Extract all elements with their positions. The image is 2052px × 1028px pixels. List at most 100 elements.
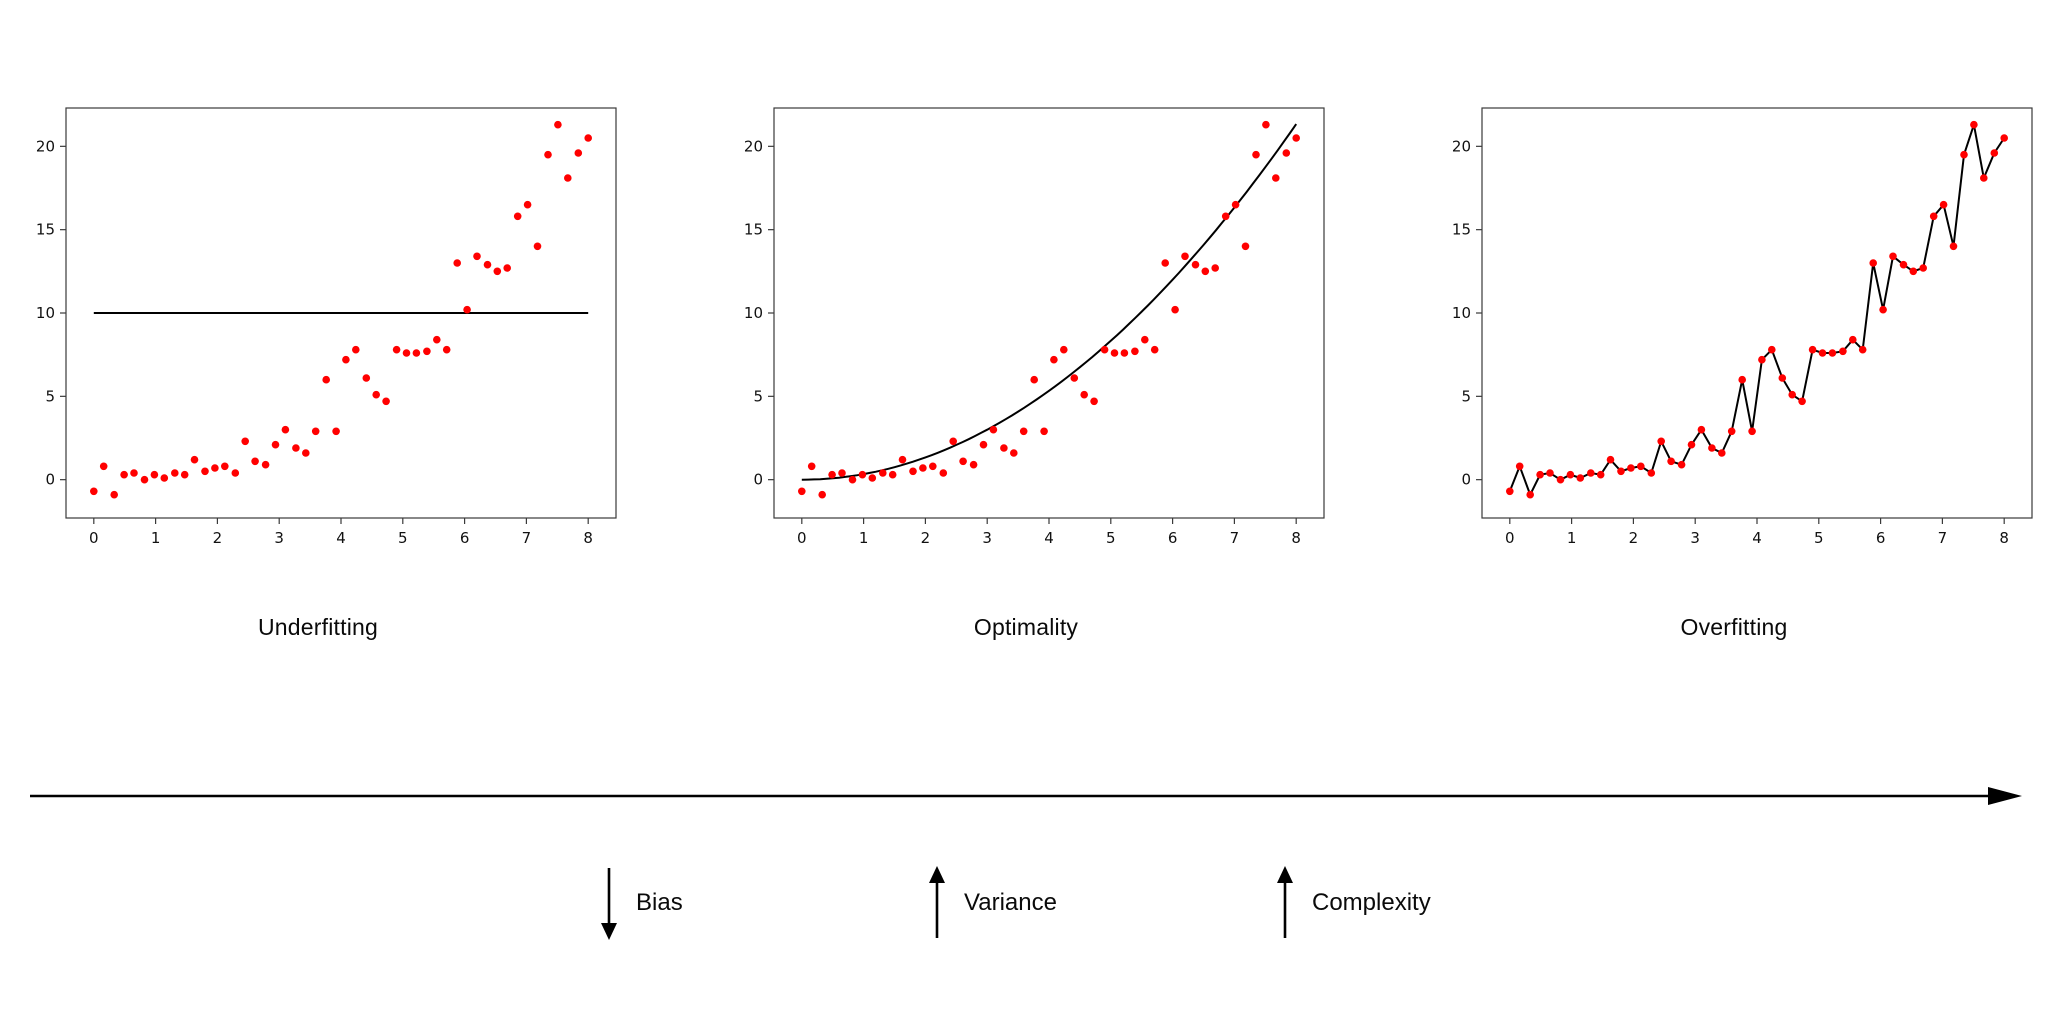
y-tick-label: 10 — [36, 304, 55, 322]
data-point — [1566, 470, 1575, 479]
x-tick-label: 6 — [1168, 529, 1178, 547]
data-point — [1869, 259, 1877, 267]
y-tick-label: 15 — [1452, 221, 1471, 239]
chart-title-underfitting: Underfitting — [257, 614, 379, 640]
x-tick-label: 7 — [1938, 529, 1948, 547]
data-point — [1677, 460, 1686, 469]
up-arrow-icon — [1277, 866, 1293, 938]
bias-label: Bias — [636, 889, 683, 916]
data-point — [1980, 174, 1988, 182]
data-point — [110, 490, 118, 499]
data-point — [533, 242, 542, 251]
data-point — [1546, 469, 1554, 477]
data-point — [828, 470, 836, 479]
data-point — [190, 455, 199, 464]
y-tick-label: 0 — [1461, 471, 1471, 489]
data-point — [1252, 150, 1260, 159]
data-point — [554, 120, 562, 129]
data-point — [1211, 264, 1219, 272]
complexity-axis — [28, 783, 2024, 809]
data-point — [130, 469, 138, 477]
data-point — [392, 345, 401, 354]
data-point — [251, 457, 259, 466]
data-point — [473, 252, 481, 261]
x-tick-label: 0 — [89, 529, 99, 547]
bias-annotation: Bias — [598, 866, 683, 940]
data-point — [858, 470, 867, 479]
data-point — [1070, 374, 1079, 382]
data-point — [99, 462, 108, 471]
x-tick-label: 2 — [921, 529, 931, 547]
data-point — [959, 457, 967, 466]
chart-panel-underfitting: 0 1 2 3 4 5 6 7 8 0 5 10 15 20 Underfitting — [8, 100, 628, 641]
x-tick-label: 6 — [1876, 529, 1886, 547]
data-point — [2000, 134, 2008, 142]
underfitting-plot: 0 1 2 3 4 5 6 7 8 0 5 10 15 20 — [36, 107, 617, 547]
x-tick-label: 3 — [274, 529, 284, 547]
data-point — [1181, 252, 1189, 261]
y-tick-label: 5 — [45, 387, 55, 405]
data-point — [989, 425, 998, 434]
data-point — [929, 462, 937, 471]
x-tick-label: 0 — [1505, 529, 1515, 547]
variance-label: Variance — [964, 889, 1057, 916]
data-point — [1606, 455, 1615, 464]
y-tick-label: 0 — [45, 471, 55, 489]
data-point — [150, 470, 159, 479]
data-point — [1858, 345, 1867, 354]
data-point — [1231, 200, 1240, 209]
data-point — [1292, 134, 1300, 142]
x-tick-label: 3 — [982, 529, 992, 547]
data-point — [1282, 149, 1291, 157]
optimality-plot: 0 1 2 3 4 5 6 7 8 0 5 10 15 20 — [744, 107, 1325, 547]
y-tick-label: 15 — [744, 221, 763, 239]
data-point — [848, 475, 857, 484]
data-point — [584, 134, 592, 142]
data-point — [1990, 149, 1999, 157]
data-point — [1587, 469, 1595, 477]
data-point — [433, 335, 441, 344]
data-point — [1949, 242, 1958, 251]
data-point — [1818, 349, 1827, 357]
data-point — [574, 149, 583, 157]
data-point — [1191, 260, 1200, 269]
x-tick-label: 7 — [522, 529, 532, 547]
data-point — [120, 470, 128, 479]
data-point — [1828, 349, 1837, 357]
data-point — [1758, 355, 1766, 364]
data-point — [898, 455, 907, 464]
x-tick-label: 1 — [1567, 529, 1577, 547]
data-point — [160, 474, 169, 482]
up-arrow-icon — [929, 866, 945, 938]
data-point — [241, 437, 249, 446]
x-tick-label: 5 — [398, 529, 408, 547]
data-point — [402, 349, 411, 357]
data-point — [1090, 397, 1098, 406]
data-point — [1697, 425, 1706, 434]
data-point — [483, 260, 492, 269]
data-point — [979, 440, 988, 449]
y-tick-label: 0 — [753, 471, 763, 489]
y-tick-label: 20 — [36, 137, 55, 155]
chart-panel-optimality: 0 1 2 3 4 5 6 7 8 0 5 10 15 20 Optimality — [716, 100, 1336, 641]
data-point — [442, 345, 451, 354]
complexity-label: Complexity — [1312, 889, 1431, 916]
data-point — [1040, 427, 1048, 436]
data-point — [311, 427, 320, 436]
data-point — [1798, 397, 1806, 406]
data-point — [1808, 345, 1817, 354]
data-point — [919, 464, 927, 472]
x-tick-label: 7 — [1230, 529, 1240, 547]
data-point — [1778, 374, 1787, 382]
data-point — [180, 470, 189, 479]
x-tick-label: 8 — [1999, 529, 2009, 547]
x-tick-label: 1 — [151, 529, 161, 547]
data-point — [493, 267, 502, 276]
data-point — [879, 469, 887, 477]
data-point — [1526, 490, 1534, 499]
data-point — [1909, 267, 1918, 276]
data-point — [302, 449, 310, 457]
data-point — [221, 462, 229, 471]
x-tick-label: 4 — [1752, 529, 1762, 547]
data-point — [281, 425, 290, 434]
